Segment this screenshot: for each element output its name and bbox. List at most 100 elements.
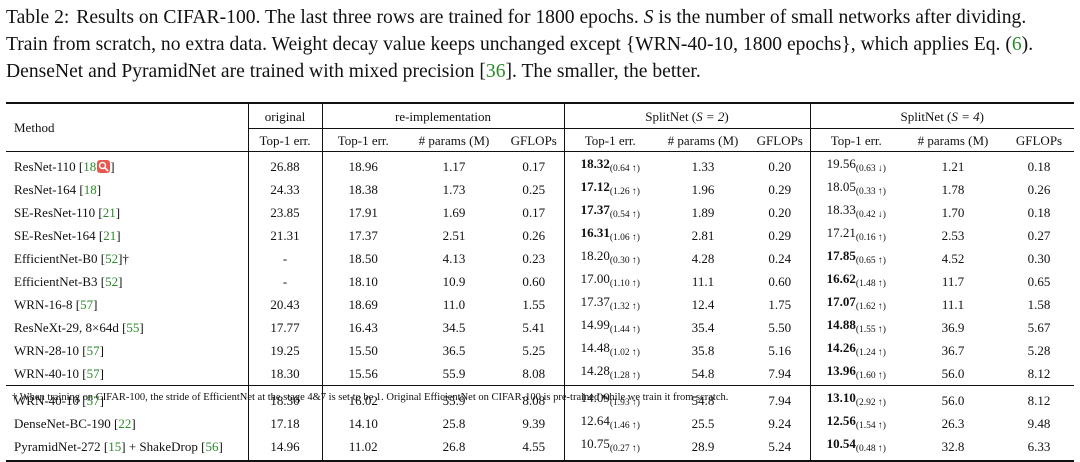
- reference-link[interactable]: 36: [485, 61, 506, 82]
- s2-gflops-cell: 5.24: [750, 435, 810, 462]
- s2-delta: (0.54 ↑): [609, 210, 640, 220]
- s2-params-cell: 1.89: [691, 205, 715, 220]
- re-params-cell: 4.13: [442, 251, 466, 266]
- col-orig-top1: Top-1 err.: [247, 128, 322, 152]
- re-gflops-cell: 4.55: [504, 435, 564, 462]
- table-row: EfficientNet-B0 [52]† -18.50 4.13 0.23 18.20…: [6, 247, 1074, 270]
- s2-delta: (1.02 ↑): [609, 348, 640, 358]
- citation-link[interactable]: 57: [86, 343, 100, 358]
- citation-link[interactable]: 57: [86, 393, 100, 408]
- s4-gflops-cell: 6.33: [1004, 435, 1074, 462]
- col-method: Method: [6, 102, 248, 152]
- s4-gflops-cell: 0.26: [1027, 182, 1051, 197]
- citation-link[interactable]: 52: [105, 274, 119, 289]
- citation-link[interactable]: 15: [108, 439, 122, 454]
- s4-params-cell: 11.7: [941, 274, 965, 289]
- method-cell: SE-ResNet-110 [21]: [14, 205, 121, 220]
- table-footnote: † When training on CIFAR-100, the stride…: [12, 392, 729, 403]
- re-top1-cell: 11.02: [321, 435, 404, 462]
- s2-top1-cell: 18.32(0.64 ↑): [563, 151, 656, 178]
- s2-delta: (1.28 ↑): [609, 371, 640, 381]
- s4-gflops-cell: 0.27: [1027, 228, 1051, 243]
- s2-delta: (0.27 ↑): [609, 444, 640, 454]
- re-gflops-cell: 0.17: [522, 205, 546, 220]
- s2-delta: (0.30 ↑): [609, 256, 640, 266]
- table-caption: Table 2: Results on CIFAR-100. The last …: [6, 7, 1034, 82]
- re-params-cell: 26.8: [404, 435, 504, 462]
- s4-params-cell: 1.21: [902, 151, 1004, 178]
- re-params-cell: 55.9: [442, 366, 466, 381]
- col-s2-gflops: GFLOPs: [756, 132, 803, 148]
- re-gflops-cell: 1.55: [522, 297, 546, 312]
- citation-link[interactable]: 22: [118, 416, 132, 431]
- s4-top1-value: 17.07: [826, 294, 856, 309]
- orig-top1-cell: 14.96: [247, 435, 322, 462]
- col-re-top1: Top-1 err.: [321, 128, 404, 152]
- s2-top1-cell: 17.12(1.26 ↑): [563, 178, 656, 201]
- table-row: SE-ResNet-110 [21] 23.85 17.91 1.69 0.17 17.3…: [6, 201, 1074, 224]
- s2-top1-value: 17.12: [580, 179, 610, 194]
- re-gflops-cell: 0.26: [522, 228, 546, 243]
- equation-link[interactable]: 6: [1011, 34, 1022, 55]
- s4-gflops-cell: 0.18: [1004, 151, 1074, 178]
- s2-top1-cell: 17.37(0.54 ↑): [563, 201, 656, 224]
- s4-top1-cell: 16.62(1.48 ↑): [809, 270, 902, 293]
- header-row-columns: Top-1 err. Top-1 err. # params (M) GFLOP…: [6, 128, 1074, 152]
- symbol-s: S: [643, 7, 654, 28]
- re-top1-cell: 18.69: [321, 293, 404, 316]
- s2-top1-value: 18.20: [580, 248, 610, 263]
- orig-top1-cell: 24.33: [247, 178, 322, 201]
- orig-top1-cell: -: [247, 270, 322, 293]
- s4-delta: (0.16 ↑): [855, 233, 886, 243]
- re-params-cell: 11.0: [442, 297, 466, 312]
- citation-link[interactable]: 18: [83, 182, 97, 197]
- s2-top1-value: 10.75: [580, 436, 610, 451]
- s2-gflops-cell: 0.29: [768, 182, 792, 197]
- citation-link[interactable]: 55: [126, 320, 140, 335]
- s4-params-cell: 56.0: [941, 366, 965, 381]
- s2-top1-cell: 14.99(1.44 ↑): [563, 316, 656, 339]
- citation-link[interactable]: 21: [103, 228, 117, 243]
- s2-top1-value: 18.32: [580, 156, 610, 171]
- group-splitnet-s2: SplitNet (S = 2): [563, 102, 810, 129]
- s2-params-cell: 1.33: [656, 151, 750, 178]
- s4-top1-value: 17.21: [826, 225, 856, 240]
- s2-top1-value: 17.00: [580, 271, 610, 286]
- orig-top1-cell: -: [247, 247, 322, 270]
- s2-top1-value: 17.37: [580, 202, 610, 217]
- s4-gflops-cell: 8.12: [1027, 366, 1051, 381]
- s2-params-cell: 1.96: [691, 182, 715, 197]
- s2-gflops-cell: 0.24: [768, 251, 792, 266]
- header-row-groups: Method original re-implementation SplitN…: [6, 102, 1074, 152]
- re-gflops-cell: 0.17: [504, 151, 564, 178]
- s4-top1-value: 18.33: [826, 202, 856, 217]
- s2-top1-value: 14.09: [580, 390, 610, 405]
- table-row: SE-ResNet-164 [21] 21.31 17.37 2.51 0.26 16.3…: [6, 224, 1074, 247]
- s4-delta: (1.48 ↑): [855, 279, 886, 289]
- s4-top1-value: 10.54: [826, 436, 856, 451]
- citation-link[interactable]: 21: [102, 205, 116, 220]
- results-body: ResNet-110 [18] 26.88 18.96 1.17 0.17 18.32(0…: [6, 151, 1074, 462]
- orig-top1-cell: 18.30: [247, 362, 322, 386]
- s2-gflops-cell: 0.29: [768, 228, 792, 243]
- s4-top1-cell: 17.07(1.62 ↑): [809, 293, 902, 316]
- citation-link[interactable]: 52: [105, 251, 119, 266]
- s4-delta: (1.60 ↑): [855, 371, 886, 381]
- col-s4-top1: Top-1 err.: [809, 128, 902, 152]
- s2-top1-cell: 12.64(1.46 ↑): [563, 412, 656, 435]
- s2-top1-cell: 16.31(1.06 ↑): [563, 224, 656, 247]
- search-icon[interactable]: [97, 160, 111, 173]
- citation-link[interactable]: 57: [86, 366, 100, 381]
- table-row: ResNeXt-29, 8×64d [55] 17.77 16.43 34.5 5.41…: [6, 316, 1074, 339]
- re-params-cell: 36.5: [442, 343, 466, 358]
- s2-top1-value: 17.37: [580, 294, 610, 309]
- method-cell: EfficientNet-B3 [52]: [14, 274, 123, 289]
- table-row: DenseNet-BC-190 [22] 17.18 14.10 25.8 9.39 12…: [6, 412, 1074, 435]
- s2-gflops-cell: 5.16: [768, 343, 792, 358]
- table-row: PyramidNet-272 [15] + ShakeDrop [56] 14.9…: [6, 435, 1074, 462]
- citation-link[interactable]: 18: [83, 159, 97, 174]
- s2-top1-value: 12.64: [580, 413, 610, 428]
- citation-link[interactable]: 57: [80, 297, 94, 312]
- method-cell: ResNeXt-29, 8×64d [55]: [14, 320, 144, 335]
- citation-link[interactable]: 56: [205, 439, 219, 454]
